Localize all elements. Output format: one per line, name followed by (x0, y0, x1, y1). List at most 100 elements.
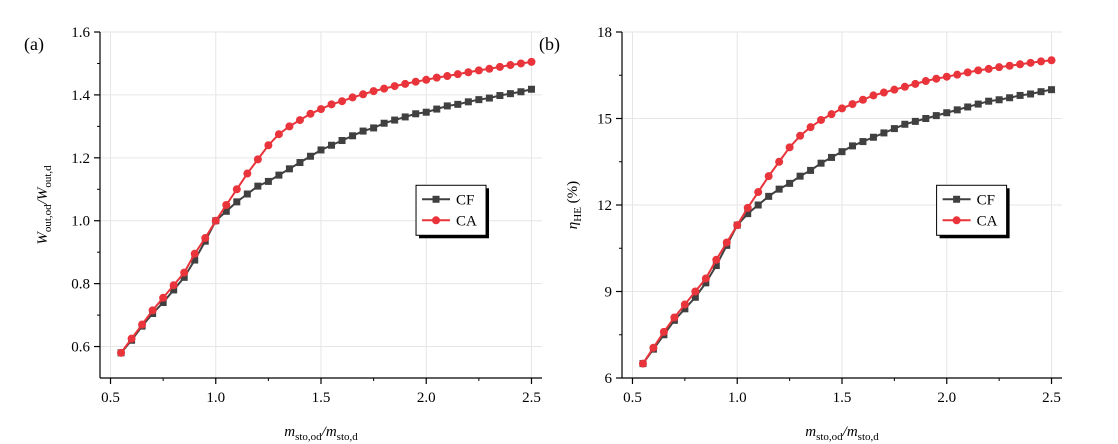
data-point-ca (285, 122, 294, 131)
data-point-cf (485, 94, 493, 102)
series-line-cf (120, 88, 532, 354)
data-point-ca (879, 88, 888, 97)
data-point-ca (722, 238, 731, 247)
x-tick-label: 2.0 (417, 390, 436, 406)
data-point-cf (943, 109, 951, 117)
data-point-cf (681, 305, 689, 313)
panel-label: (a) (24, 34, 44, 55)
x-tick-label: 2.5 (1042, 390, 1061, 406)
legend-marker-ca (432, 216, 441, 225)
data-point-cf (328, 141, 336, 149)
data-point-cf (275, 171, 283, 179)
data-point-cf (527, 85, 535, 93)
data-point-ca (232, 185, 241, 194)
data-point-ca (796, 131, 805, 140)
legend-box (415, 184, 487, 236)
data-point-ca (806, 123, 815, 132)
y-title-part: W (35, 231, 51, 245)
data-point-cf (974, 100, 982, 108)
data-point-cf (691, 293, 699, 301)
data-point-cf (401, 113, 409, 121)
data-point-ca (953, 70, 962, 79)
data-point-ca (775, 157, 784, 166)
data-point-ca (190, 249, 199, 258)
data-point-cf (170, 286, 178, 294)
series-line-ca (642, 59, 1052, 365)
data-point-ca (817, 115, 826, 124)
data-point-ca (243, 169, 252, 178)
data-point-ca (733, 221, 742, 230)
data-point-ca (932, 74, 941, 83)
data-point-ca (148, 306, 157, 315)
data-point-ca (659, 327, 668, 336)
x-title-part: m (284, 424, 295, 440)
data-point-cf (712, 262, 720, 270)
data-point-cf (243, 190, 251, 198)
data-point-ca (701, 274, 710, 283)
data-point-cf (464, 98, 472, 106)
data-point-ca (984, 64, 993, 73)
y-title-unit: (%) (565, 181, 581, 207)
legend-box (936, 184, 1008, 236)
data-point-ca (495, 62, 504, 71)
data-point-cf (412, 110, 420, 118)
data-point-cf (370, 124, 378, 132)
data-point-ca (858, 95, 867, 104)
data-point-cf (807, 166, 815, 174)
y-tick-label: 9 (605, 285, 613, 301)
data-point-ca (327, 100, 336, 109)
series-ca (117, 57, 536, 357)
data-point-ca (338, 97, 347, 106)
x-title-sub: sto,od (295, 431, 322, 443)
data-point-cf (1037, 88, 1045, 96)
data-point-ca (127, 334, 136, 343)
x-tick-label: 2.5 (522, 390, 541, 406)
data-point-ca (253, 155, 262, 164)
data-point-ca (211, 216, 220, 225)
data-point-ca (764, 172, 773, 181)
data-point-cf (422, 108, 430, 116)
data-point-cf (744, 210, 752, 218)
y-tick-label: 1.0 (71, 214, 90, 230)
data-point-ca (1016, 60, 1025, 69)
data-point-ca (380, 84, 389, 93)
data-point-ca (432, 73, 441, 82)
x-tick-label: 1.5 (312, 390, 331, 406)
legend-marker-cf (432, 195, 440, 203)
data-point-ca (827, 110, 836, 119)
x-tick-label: 1.0 (206, 390, 225, 406)
data-point-cf (985, 97, 993, 105)
data-point-cf (475, 96, 483, 104)
data-point-cf (901, 120, 909, 128)
data-point-cf (180, 273, 188, 281)
data-point-ca (180, 268, 189, 277)
data-point-cf (254, 182, 262, 190)
x-tick-label: 0.5 (101, 390, 120, 406)
series-line-ca (120, 60, 532, 354)
y-title-sub: HE (572, 207, 584, 222)
data-point-cf (911, 117, 919, 125)
data-point-cf (317, 146, 325, 154)
data-point-cf (953, 106, 961, 114)
x-title-part: /m (842, 424, 858, 440)
x-title-sub: sto,od (816, 431, 843, 443)
data-point-ca (201, 234, 210, 243)
data-point-ca (138, 320, 147, 329)
data-point-ca (680, 300, 689, 309)
data-point-cf (922, 115, 930, 122)
data-point-ca (1026, 58, 1035, 67)
x-tick-label: 0.5 (623, 390, 642, 406)
data-point-ca (422, 75, 431, 84)
data-point-ca (295, 116, 304, 125)
data-point-ca (169, 281, 178, 290)
data-point-ca (1047, 56, 1056, 65)
data-point-cf (932, 112, 940, 120)
data-point-ca (474, 66, 483, 75)
data-point-ca (638, 359, 647, 368)
data-point-cf (454, 100, 462, 108)
y-tick-label: 18 (597, 25, 612, 41)
y-axis-title: ηHE (%) (565, 181, 584, 229)
data-point-ca (900, 82, 909, 91)
data-point-ca (485, 64, 494, 73)
